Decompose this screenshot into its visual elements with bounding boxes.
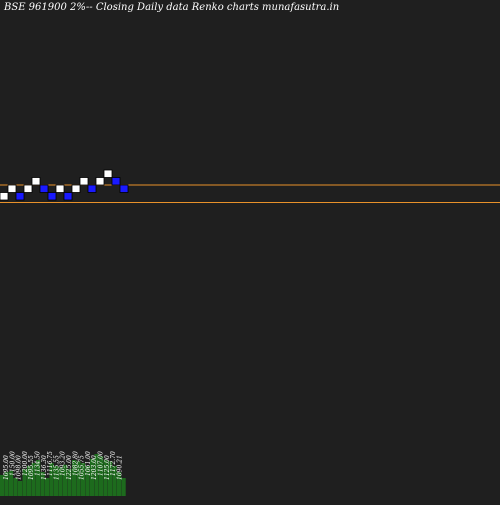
volume-bar-25: [108, 461, 113, 496]
volume-bar-11: [45, 478, 50, 496]
renko-brick-15: [111, 177, 121, 186]
volume-bar-20: [85, 466, 90, 496]
volume-label-12: 1082.80: [72, 451, 79, 476]
volume-label-5: 1095.55: [28, 455, 35, 480]
renko-brick-3: [15, 192, 25, 201]
volume-bar-4: [13, 478, 18, 496]
volume-bar-6: [22, 469, 27, 496]
volume-label-14: 1061.00: [85, 451, 92, 476]
volume-bar-2: [4, 472, 9, 496]
volume-bar-1: [0, 475, 5, 496]
renko-brick-8: [55, 184, 65, 193]
volume-bar-23: [99, 456, 104, 496]
renko-brick-5: [31, 177, 41, 186]
volume-bar-7: [27, 466, 32, 496]
volume-label-6: 1134.50: [35, 451, 42, 476]
renko-brick-6: [39, 184, 49, 193]
volume-bar-9: [36, 460, 41, 496]
volume-bar-22: [94, 454, 99, 496]
renko-brick-1: [0, 192, 9, 201]
volume-bar-10: [40, 472, 45, 496]
volume-label-16: 1107.00: [98, 451, 105, 476]
volume-bar-24: [103, 460, 108, 496]
renko-brick-11: [79, 177, 89, 186]
volume-label-13: 1055.75: [79, 455, 86, 480]
volume-bar-5: [18, 481, 23, 496]
volume-label-11: 1225.00: [66, 455, 73, 480]
chart-title: BSE 961900 2%-- Closing Daily data Renko…: [4, 2, 340, 13]
renko-bricks: [0, 169, 129, 201]
volume-bar-14: [58, 467, 63, 496]
volume-label-2: 1150.00: [9, 451, 16, 476]
volume-bar-16: [67, 469, 72, 496]
volume-labels: 1095.00 1150.00 1098.00 1200.00 1095.55 1134.…: [3, 451, 123, 480]
renko-brick-4: [23, 184, 33, 193]
volume-label-17: 1125.00: [104, 455, 111, 480]
volume-label-19: 1090.21: [116, 455, 123, 480]
renko-brick-14: [103, 169, 113, 178]
volume-label-1: 1095.00: [3, 455, 10, 480]
volume-label-7: 1136.30: [41, 455, 48, 480]
volume-bar-26: [112, 466, 117, 496]
volume-bar-3: [9, 470, 14, 496]
volume-bar-27: [117, 472, 122, 496]
volume-bar-18: [76, 461, 81, 496]
renko-brick-16: [119, 184, 129, 193]
volume-bars: [0, 454, 126, 496]
volume-bar-8: [31, 463, 36, 496]
renko-brick-12: [87, 184, 97, 193]
volume-bar-12: [49, 463, 54, 496]
renko-brick-7: [47, 192, 57, 201]
volume-bar-21: [90, 458, 95, 496]
volume-bar-17: [72, 460, 77, 496]
volume-bar-13: [54, 466, 59, 496]
volume-label-3: 1098.00: [16, 455, 23, 480]
volume-label-4: 1200.00: [22, 451, 29, 476]
volume-label-18: 1172.70: [110, 451, 117, 476]
renko-brick-13: [95, 177, 105, 186]
volume-label-8: 1116.75: [47, 451, 54, 476]
volume-bar-28: [121, 478, 126, 496]
volume-bar-15: [63, 464, 68, 496]
volume-label-9: 1135.55: [53, 455, 60, 480]
renko-brick-9: [63, 192, 73, 201]
renko-brick-10: [71, 184, 81, 193]
volume-label-15: 1203.00: [91, 455, 98, 480]
volume-label-10: 1093.20: [60, 451, 67, 476]
renko-brick-2: [7, 184, 17, 193]
volume-bar-19: [81, 463, 86, 496]
